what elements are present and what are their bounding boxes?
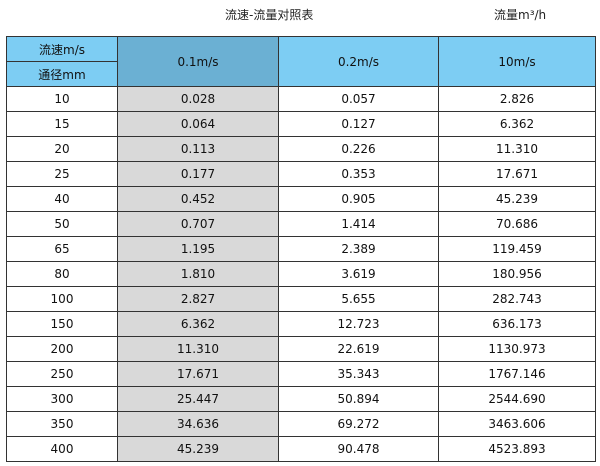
flow-cell: 0.226 — [278, 136, 439, 162]
diameter-cell: 150 — [6, 311, 118, 337]
diameter-cell: 50 — [6, 211, 118, 237]
flow-cell: 636.173 — [438, 311, 596, 337]
table-row: 200 11.310 22.619 1130.973 — [6, 336, 596, 362]
flow-cell: 0.353 — [278, 161, 439, 187]
column-header: 10m/s — [438, 36, 596, 87]
flow-cell: 25.447 — [117, 386, 279, 412]
flow-cell: 0.028 — [117, 86, 279, 112]
unit-label: 流量m³/h — [494, 8, 547, 22]
diameter-cell: 200 — [6, 336, 118, 362]
diameter-cell: 40 — [6, 186, 118, 212]
diameter-cell: 400 — [6, 436, 118, 462]
flow-cell: 0.057 — [278, 86, 439, 112]
table-row: 15 0.064 0.127 6.362 — [6, 111, 596, 137]
table-row: 20 0.113 0.226 11.310 — [6, 136, 596, 162]
velocity-header: 流速m/s — [6, 36, 118, 62]
flow-cell: 69.272 — [278, 411, 439, 437]
flow-table: 流速m/s 0.1m/s 0.2m/s 10m/s 通径mm 10 0.028 0.… — [6, 36, 596, 462]
flow-cell: 0.452 — [117, 186, 279, 212]
flow-cell: 50.894 — [278, 386, 439, 412]
diameter-cell: 25 — [6, 161, 118, 187]
flow-cell: 12.723 — [278, 311, 439, 337]
flow-cell: 1.810 — [117, 261, 279, 287]
flow-cell: 45.239 — [438, 186, 596, 212]
flow-cell: 119.459 — [438, 236, 596, 262]
table-row: 400 45.239 90.478 4523.893 — [6, 436, 596, 462]
flow-cell: 45.239 — [117, 436, 279, 462]
flow-cell: 35.343 — [278, 361, 439, 387]
flow-cell: 17.671 — [117, 361, 279, 387]
flow-cell: 1.195 — [117, 236, 279, 262]
table-row: 250 17.671 35.343 1767.146 — [6, 361, 596, 387]
header-row: 流速m/s 0.1m/s 0.2m/s 10m/s — [6, 36, 596, 87]
table-row: 100 2.827 5.655 282.743 — [6, 286, 596, 312]
diameter-cell: 300 — [6, 386, 118, 412]
diameter-cell: 100 — [6, 286, 118, 312]
table-row: 50 0.707 1.414 70.686 — [6, 211, 596, 237]
flow-cell: 2.826 — [438, 86, 596, 112]
flow-cell: 0.177 — [117, 161, 279, 187]
column-header: 0.1m/s — [117, 36, 279, 87]
flow-cell: 1130.973 — [438, 336, 596, 362]
diameter-cell: 65 — [6, 236, 118, 262]
diameter-cell: 10 — [6, 86, 118, 112]
flow-cell: 1767.146 — [438, 361, 596, 387]
flow-cell: 11.310 — [117, 336, 279, 362]
flow-cell: 17.671 — [438, 161, 596, 187]
diameter-header: 通径mm — [6, 61, 118, 87]
flow-cell: 3463.606 — [438, 411, 596, 437]
table-row: 25 0.177 0.353 17.671 — [6, 161, 596, 187]
flow-cell: 2.389 — [278, 236, 439, 262]
diameter-cell: 250 — [6, 361, 118, 387]
table-row: 300 25.447 50.894 2544.690 — [6, 386, 596, 412]
table-row: 40 0.452 0.905 45.239 — [6, 186, 596, 212]
flow-cell: 2.827 — [117, 286, 279, 312]
flow-cell: 0.064 — [117, 111, 279, 137]
flow-cell: 70.686 — [438, 211, 596, 237]
flow-cell: 0.905 — [278, 186, 439, 212]
flow-cell: 3.619 — [278, 261, 439, 287]
flow-cell: 0.707 — [117, 211, 279, 237]
flow-cell: 34.636 — [117, 411, 279, 437]
flow-cell: 22.619 — [278, 336, 439, 362]
flow-cell: 0.127 — [278, 111, 439, 137]
flow-cell: 180.956 — [438, 261, 596, 287]
table-title: 流速-流量对照表 — [225, 8, 314, 22]
flow-cell: 11.310 — [438, 136, 596, 162]
diameter-cell: 15 — [6, 111, 118, 137]
table-row: 80 1.810 3.619 180.956 — [6, 261, 596, 287]
diameter-cell: 80 — [6, 261, 118, 287]
diameter-cell: 20 — [6, 136, 118, 162]
flow-cell: 4523.893 — [438, 436, 596, 462]
table-row: 150 6.362 12.723 636.173 — [6, 311, 596, 337]
table-row: 65 1.195 2.389 119.459 — [6, 236, 596, 262]
column-header: 0.2m/s — [278, 36, 439, 87]
table-row: 10 0.028 0.057 2.826 — [6, 86, 596, 112]
flow-cell: 2544.690 — [438, 386, 596, 412]
diameter-cell: 350 — [6, 411, 118, 437]
flow-cell: 6.362 — [117, 311, 279, 337]
flow-cell: 6.362 — [438, 111, 596, 137]
flow-cell: 0.113 — [117, 136, 279, 162]
flow-cell: 5.655 — [278, 286, 439, 312]
table-row: 350 34.636 69.272 3463.606 — [6, 411, 596, 437]
flow-cell: 282.743 — [438, 286, 596, 312]
header-row: 通径mm — [6, 61, 596, 87]
flow-cell: 90.478 — [278, 436, 439, 462]
flow-cell: 1.414 — [278, 211, 439, 237]
